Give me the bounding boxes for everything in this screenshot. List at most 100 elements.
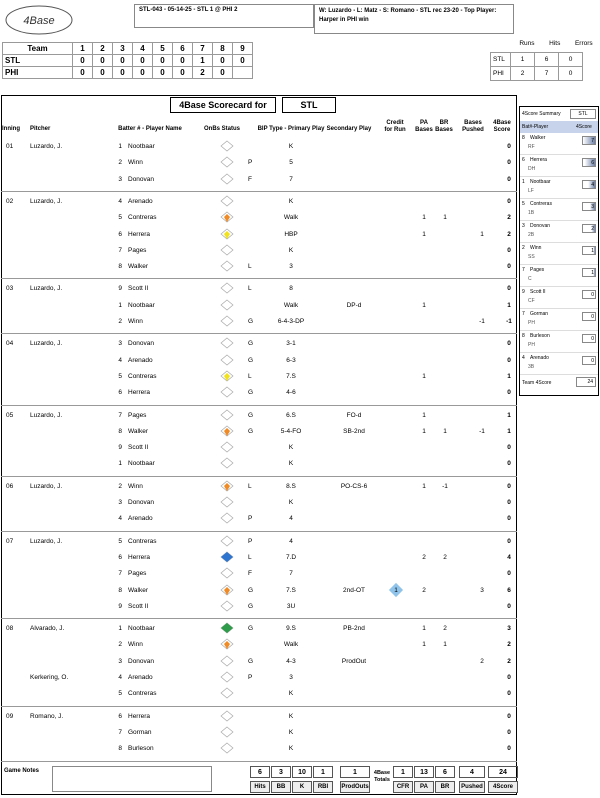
primary-play: 7: [289, 175, 293, 183]
summary-row-divider: [520, 352, 598, 353]
summary-batter-num: 7: [522, 267, 525, 273]
inning-score: 0: [112, 66, 133, 79]
bip-type: G: [248, 427, 254, 435]
batter-name: Contreras: [128, 214, 157, 222]
scorecard-title: 4Base Scorecard for: [170, 97, 276, 113]
primary-play: 6-4-3-DP: [277, 318, 305, 325]
batter-number: 4: [118, 515, 122, 523]
batter-number: 1: [118, 301, 122, 309]
4base-score: 2: [507, 657, 511, 665]
rhe-col-header: Runs: [519, 40, 535, 47]
inning-header: 7: [192, 42, 213, 55]
bip-type: G: [248, 318, 254, 325]
summary-player-name: Winn: [530, 245, 542, 251]
inning-number: 04: [6, 340, 14, 348]
batter-name: Donovan: [128, 175, 155, 183]
col-credit: Credit for Run: [384, 120, 406, 133]
inning-score: 0: [172, 66, 193, 79]
inning-separator: [1, 760, 517, 762]
col-secondary: Secondary Play: [326, 126, 372, 132]
primary-play: K: [288, 499, 294, 506]
bip-type: L: [248, 482, 252, 490]
primary-play: 9.S: [286, 625, 296, 633]
pa-bases: 1: [422, 230, 426, 238]
4base-score: 0: [507, 143, 511, 150]
bases-pushed: 1: [480, 230, 484, 238]
col-br: BR Bases: [435, 120, 453, 133]
bases-pushed: 2: [480, 657, 484, 665]
onbase-diamond-icon: [220, 512, 234, 524]
onbase-diamond-icon: [220, 584, 234, 595]
pa-bases: 1: [422, 625, 426, 633]
game-notes-box[interactable]: [52, 766, 212, 792]
col-pitcher: Pitcher: [30, 126, 51, 132]
summary-batter-num: 6: [522, 157, 525, 163]
summary-row-divider: [520, 286, 598, 287]
summary-team: STL: [570, 109, 596, 119]
secondary-play: DP-d: [346, 301, 362, 309]
inning-header: 4: [132, 42, 153, 55]
4base-score: 0: [507, 690, 511, 698]
primary-play: Walk: [283, 641, 299, 649]
summary-player-score: 1: [582, 268, 596, 277]
batter-number: 4: [118, 197, 122, 205]
batter-name: Winn: [128, 159, 143, 167]
bb-total-label: BB: [271, 781, 291, 793]
4base-score: 0: [507, 460, 511, 468]
bip-type: G: [248, 625, 254, 633]
br-total-value: 6: [435, 766, 455, 778]
inning-score: 2: [192, 66, 213, 79]
inning-number: 06: [6, 482, 14, 490]
summary-player-pos: 2B: [528, 232, 535, 238]
team-header: Team: [2, 42, 73, 55]
batter-number: 6: [118, 553, 122, 561]
pitcher-name: Luzardo, J.: [30, 197, 63, 205]
onbase-diamond-icon: [220, 299, 234, 311]
cfr-total-label: CFR: [393, 781, 413, 793]
summary-col-score: 4Score: [576, 124, 592, 130]
inning-number: 01: [6, 143, 14, 150]
inning-score: [232, 66, 253, 79]
summary-player-pos: DH: [528, 166, 536, 172]
pitcher-name: Luzardo, J.: [30, 143, 63, 150]
secondary-play: PO-CS-6: [340, 482, 368, 490]
batter-number: 8: [118, 745, 122, 753]
rhe-team: STL: [490, 52, 511, 67]
batter-name: Contreras: [128, 372, 157, 380]
team-4score-label: Team 4Score: [522, 380, 552, 386]
batter-name: Winn: [128, 318, 143, 325]
primary-play: 3-1: [286, 340, 296, 348]
secondary-play: FO-d: [346, 411, 362, 419]
primary-play: K: [288, 460, 294, 468]
inning-separator: [1, 190, 517, 192]
onbase-diamond-icon: [220, 211, 234, 223]
inning-number: 08: [6, 625, 14, 633]
batter-name: Herrera: [128, 389, 151, 397]
bip-type: P: [248, 159, 253, 167]
batter-name: Nootbaar: [128, 460, 155, 468]
onbase-diamond-icon: [220, 687, 234, 699]
pa-bases: 1: [422, 301, 426, 309]
onbase-diamond-icon: [220, 535, 234, 547]
summary-player-name: Scott II: [530, 289, 546, 295]
rhe-col-header: Hits: [549, 40, 561, 47]
col-score: 4Base Score: [493, 120, 511, 133]
rhe-value: 7: [534, 66, 559, 81]
batter-name: Walker: [128, 586, 148, 594]
batter-name: Pages: [128, 246, 147, 254]
game-notes-label: Game Notes: [4, 768, 40, 774]
pa-bases: 1: [422, 372, 426, 380]
inning-number: 05: [6, 411, 14, 419]
linescore-team: PHI: [2, 66, 73, 79]
inning-score: 0: [152, 54, 173, 67]
inning-score: 0: [112, 54, 133, 67]
onbase-diamond-icon: [220, 386, 234, 398]
summary-row-divider: [520, 176, 598, 177]
pitcher-name: Luzardo, J.: [30, 340, 63, 348]
inning-score: 0: [72, 54, 93, 67]
4base-score: 3: [507, 625, 511, 633]
batter-number: 8: [118, 427, 122, 435]
summary-player-score: 0: [582, 334, 596, 343]
bip-type: P: [248, 515, 253, 523]
